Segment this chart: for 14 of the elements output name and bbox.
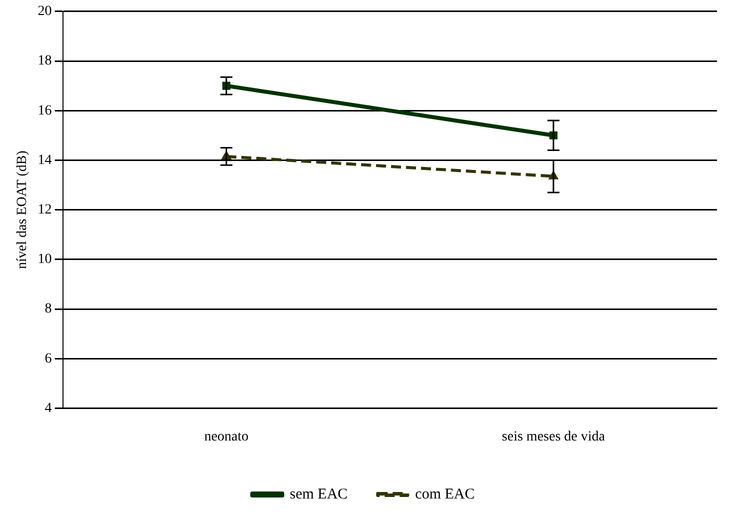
legend-label: sem EAC [290,486,348,502]
x-tick-label: seis meses de vida [502,429,606,444]
y-tick-label: 20 [38,4,52,20]
y-tick-label: 18 [38,54,52,69]
y-tick-label: 12 [38,202,52,218]
y-axis-title: nível das EOAT (dB) [15,150,30,269]
y-tick-label: 16 [38,103,52,118]
x-tick-label: neonato [204,429,249,444]
legend-label: com EAC [415,486,475,502]
y-tick-label: 14 [38,152,52,168]
y-tick-label: 10 [38,252,52,268]
y-tick-label: 6 [44,351,52,366]
y-tick-label: 4 [44,400,52,416]
y-tick-label: 8 [44,302,52,317]
